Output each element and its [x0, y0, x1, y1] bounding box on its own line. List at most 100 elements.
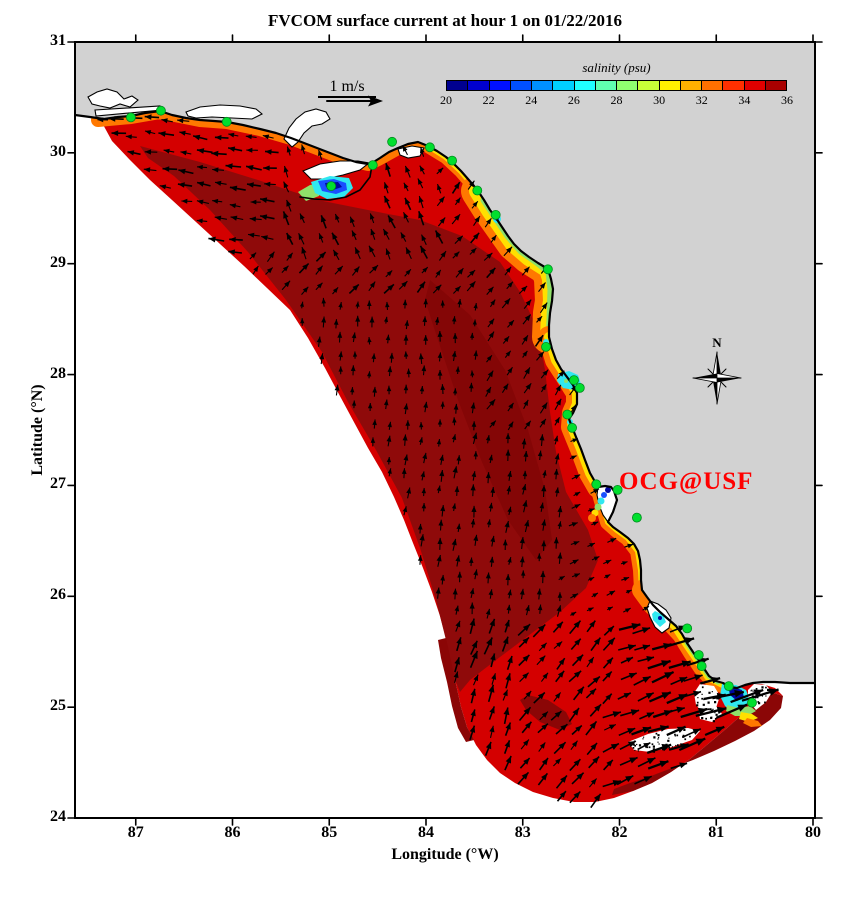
- map-layers: [75, 42, 815, 818]
- station-marker: [472, 185, 483, 196]
- land: [75, 42, 815, 688]
- station-marker: [612, 484, 623, 495]
- x-tick-label: 82: [611, 824, 628, 841]
- estuary-salinity-patch: [601, 492, 607, 498]
- station-marker: [367, 160, 378, 171]
- y-tick-label: 25: [50, 697, 66, 715]
- station-marker: [125, 112, 136, 123]
- colorbar-tick-label: 24: [525, 93, 538, 107]
- bay-water: [87, 88, 139, 109]
- x-tick-label: 87: [127, 824, 144, 841]
- colorbar-cell: [468, 81, 490, 90]
- station-marker: [543, 264, 553, 275]
- station-marker: [682, 623, 693, 634]
- colorbar-tick-label: 28: [610, 93, 623, 107]
- station-marker: [541, 341, 551, 352]
- x-tick-label: 83: [514, 824, 531, 841]
- station-marker: [326, 181, 337, 192]
- station-marker: [221, 116, 232, 127]
- compass-point: [717, 352, 722, 378]
- estuary-salinity-patch: [739, 712, 758, 722]
- bay-water: [185, 104, 263, 120]
- station-marker: [490, 209, 501, 220]
- station-marker: [424, 142, 435, 153]
- y-axis-label: Latitude (°N): [29, 384, 46, 476]
- colorbar-cell: [510, 81, 532, 90]
- colorbar-cell: [553, 81, 575, 90]
- x-tick-label: 86: [224, 824, 241, 841]
- station-marker: [693, 650, 704, 660]
- x-tick-label: 80: [805, 824, 821, 841]
- station-marker: [155, 105, 166, 116]
- y-tick-label: 30: [50, 142, 66, 160]
- y-tick-label: 28: [50, 364, 66, 382]
- compass-point: [692, 377, 718, 383]
- current-vectors-large: [618, 623, 779, 770]
- station-marker: [447, 155, 458, 166]
- plot-title: FVCOM surface current at hour 1 on 01/22…: [268, 11, 622, 30]
- colorbar-cell: [680, 81, 702, 90]
- estuary-salinity-patch: [594, 503, 602, 511]
- y-tick-label: 29: [50, 253, 66, 271]
- estuary-salinity-patch: [588, 514, 596, 522]
- colorbar-cell: [489, 81, 511, 90]
- estuary-salinity-patch: [564, 379, 568, 383]
- x-tick-label: 81: [708, 824, 725, 841]
- coastline: [75, 109, 815, 690]
- y-tick-label: 27: [50, 475, 66, 493]
- colorbar-cell: [744, 81, 766, 90]
- current-vectors-medium: [108, 115, 703, 809]
- colorbar-cell: [595, 81, 617, 90]
- colorbar-cell: [617, 81, 639, 90]
- station-marker: [569, 375, 579, 386]
- station-marker: [591, 479, 602, 490]
- compass-point: [712, 378, 717, 404]
- bay-water: [302, 160, 371, 180]
- estuary-salinity-patch: [597, 497, 605, 505]
- bay-water: [283, 108, 331, 148]
- high-salinity-core: [425, 280, 552, 560]
- colorbar-cell: [765, 81, 786, 90]
- station-marker: [747, 697, 757, 708]
- boundary-dark-strip: [438, 638, 474, 742]
- y-tick-label: 31: [50, 32, 66, 49]
- colorbar-cell: [574, 81, 596, 90]
- colorbar-cell: [723, 81, 745, 90]
- colorbar: [446, 80, 787, 91]
- colorbar-tick-label: 30: [653, 93, 666, 107]
- colorbar-cell: [702, 81, 724, 90]
- high-salinity-dark-region: [140, 146, 598, 692]
- estuary-salinity-patch: [658, 616, 662, 620]
- y-tick-label: 24: [50, 807, 66, 825]
- watermark-text: OCG@USF: [619, 468, 754, 495]
- x-axis-label: Longitude (°W): [391, 846, 499, 863]
- station-marker: [696, 661, 707, 671]
- station-marker: [562, 409, 573, 420]
- y-tick-label: 26: [50, 586, 66, 604]
- bay-water: [397, 145, 425, 159]
- station-marker: [387, 136, 398, 147]
- station-marker: [632, 512, 642, 523]
- barrier-island: [299, 164, 373, 201]
- colorbar-title: salinity (psu): [582, 60, 651, 75]
- station-marker: [567, 422, 577, 433]
- colorbar-tick-label: 34: [738, 93, 751, 107]
- estuary-salinity-patch: [743, 718, 762, 727]
- colorbar-tick-label: 22: [482, 93, 495, 107]
- axes: [67, 34, 823, 826]
- vector-scale-label: 1 m/s: [318, 78, 376, 98]
- colorbar-cell: [447, 81, 469, 90]
- colorbar-cell: [532, 81, 554, 90]
- colorbar-cell: [659, 81, 681, 90]
- estuary-salinity-patch: [605, 487, 611, 493]
- x-tick-label: 85: [321, 824, 338, 841]
- keys-speckles: [632, 686, 771, 753]
- station-marker: [574, 382, 585, 393]
- compass-point: [717, 378, 741, 383]
- scale-arrow: [326, 95, 383, 107]
- compass-point: [693, 373, 717, 378]
- colorbar-tick-label: 32: [695, 93, 708, 107]
- colorbar-tick-label: 26: [567, 93, 580, 107]
